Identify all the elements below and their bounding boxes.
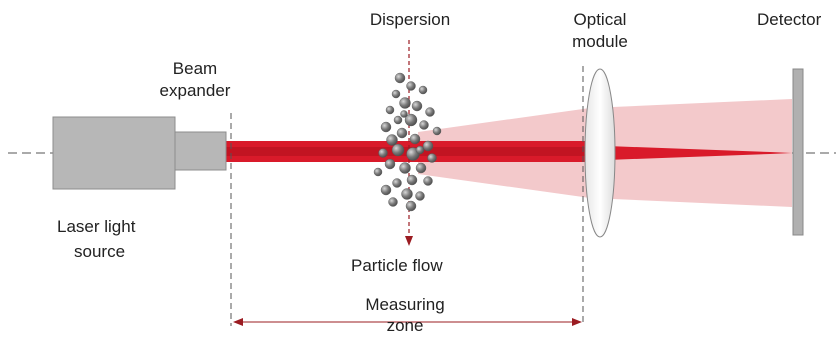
particle: [399, 97, 411, 109]
particle: [378, 148, 388, 158]
particle: [394, 72, 406, 84]
particle: [411, 100, 423, 112]
particle: [427, 153, 437, 163]
beam-expander-label: Beam expander: [159, 59, 231, 100]
particle-cloud: [373, 72, 442, 212]
particle: [396, 127, 408, 139]
particle: [388, 197, 398, 207]
particle: [380, 184, 392, 196]
measuring-zone-arrow-right-head: [572, 318, 582, 326]
particle: [393, 115, 403, 125]
laser-source-label: Laser light source: [57, 217, 136, 261]
measuring-zone-arrow-left-head: [233, 318, 243, 326]
particle: [418, 85, 428, 95]
particle: [385, 105, 395, 115]
particle: [400, 110, 408, 118]
particle: [425, 107, 435, 117]
particle: [380, 121, 392, 133]
particle: [384, 158, 396, 170]
particle: [415, 162, 427, 174]
particle: [422, 140, 434, 152]
lens-icon: [584, 68, 616, 238]
particle: [409, 133, 421, 145]
particle: [399, 162, 411, 174]
particle: [415, 191, 425, 201]
detector-label: Detector: [757, 10, 822, 29]
beam-expander-icon: [174, 131, 227, 171]
focused-beam: [607, 146, 792, 160]
particle: [415, 145, 425, 155]
particle: [419, 120, 429, 130]
particle: [423, 176, 433, 186]
particle: [391, 89, 401, 99]
optical-module-label: Optical module: [572, 10, 628, 51]
particle: [373, 167, 383, 177]
measuring-zone-label: Measuring zone: [365, 295, 445, 335]
particle: [386, 134, 398, 146]
detector-plate-icon: [792, 68, 804, 236]
laser-source-icon: [52, 116, 176, 190]
particle: [401, 188, 413, 200]
particle: [406, 174, 418, 186]
particle: [405, 200, 417, 212]
particle: [404, 113, 418, 127]
particle: [432, 126, 442, 136]
particle: [406, 81, 416, 91]
particle: [392, 178, 402, 188]
particle: [391, 143, 405, 157]
particle-flow-label: Particle flow: [351, 256, 443, 275]
dispersion-label: Dispersion: [369, 10, 451, 29]
particle-flow-arrowhead: [405, 236, 413, 246]
